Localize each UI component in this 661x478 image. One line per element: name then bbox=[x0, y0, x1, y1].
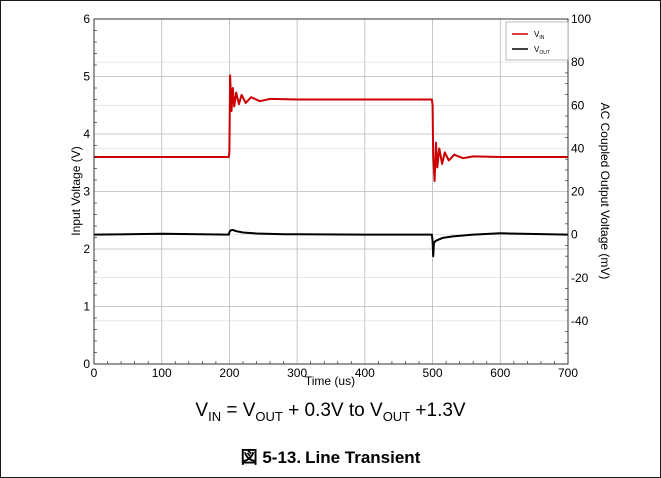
y-right-tick-label: 40 bbox=[571, 141, 585, 155]
tick-labels: 0 100 200 300 400 500 600 700 0 1 2 3 4 5 6 -40 -20 0 20 40… bbox=[83, 12, 591, 380]
legend-label-vin: VIN bbox=[534, 30, 545, 41]
figure-title: Line Transient bbox=[305, 448, 421, 467]
y-left-tick-label: 6 bbox=[83, 12, 90, 26]
y-right-tick-label: -20 bbox=[571, 271, 589, 285]
y-axis-left-label: Input Voltage (V) bbox=[69, 146, 83, 235]
x-tick-label: 200 bbox=[219, 366, 239, 380]
legend-box bbox=[505, 21, 569, 61]
series-line-vin bbox=[94, 74, 568, 183]
y-right-tick-label: 20 bbox=[571, 185, 585, 199]
y-right-tick-label: -40 bbox=[571, 314, 589, 328]
legend-label-vout: VOUT bbox=[534, 45, 550, 56]
x-tick-label: 0 bbox=[91, 366, 98, 380]
figure-caption: 図 5-13. Line Transient bbox=[0, 443, 661, 468]
y-left-tick-label: 2 bbox=[83, 242, 90, 256]
y-right-tick-label: 100 bbox=[571, 12, 591, 26]
x-tick-label: 600 bbox=[490, 366, 510, 380]
series-line-vout bbox=[93, 228, 569, 258]
x-tick-label: 300 bbox=[287, 366, 307, 380]
x-tick-label: 100 bbox=[152, 366, 172, 380]
x-tick-label: 700 bbox=[558, 366, 578, 380]
x-axis-label: Time (us) bbox=[305, 374, 355, 388]
grid bbox=[94, 18, 568, 364]
y-right-tick-label: 60 bbox=[571, 98, 585, 112]
y-left-tick-label: 5 bbox=[83, 70, 90, 84]
line-transient-chart: 0 100 200 300 400 500 600 700 0 1 2 3 4 5 6 -40 -20 0 20 40… bbox=[69, 12, 612, 388]
legend: VIN VOUT bbox=[505, 21, 569, 61]
y-left-tick-label: 0 bbox=[83, 357, 90, 371]
y-left-tick-label: 3 bbox=[83, 185, 90, 199]
y-left-tick-label: 4 bbox=[83, 127, 90, 141]
y-right-tick-label: 80 bbox=[571, 55, 585, 69]
plot-border bbox=[93, 18, 569, 365]
figure-number: 図 5-13. bbox=[240, 448, 302, 467]
y-right-tick-label: 0 bbox=[571, 228, 578, 242]
y-axis-right-label: AC Coupled Output Voltage (mV) bbox=[598, 103, 612, 280]
test-condition: VIN = VOUT + 0.3V to VOUT +1.3V bbox=[195, 400, 466, 424]
series-layer bbox=[93, 74, 569, 258]
x-tick-label: 400 bbox=[355, 366, 375, 380]
y-left-tick-label: 1 bbox=[83, 300, 90, 314]
x-tick-label: 500 bbox=[423, 366, 443, 380]
